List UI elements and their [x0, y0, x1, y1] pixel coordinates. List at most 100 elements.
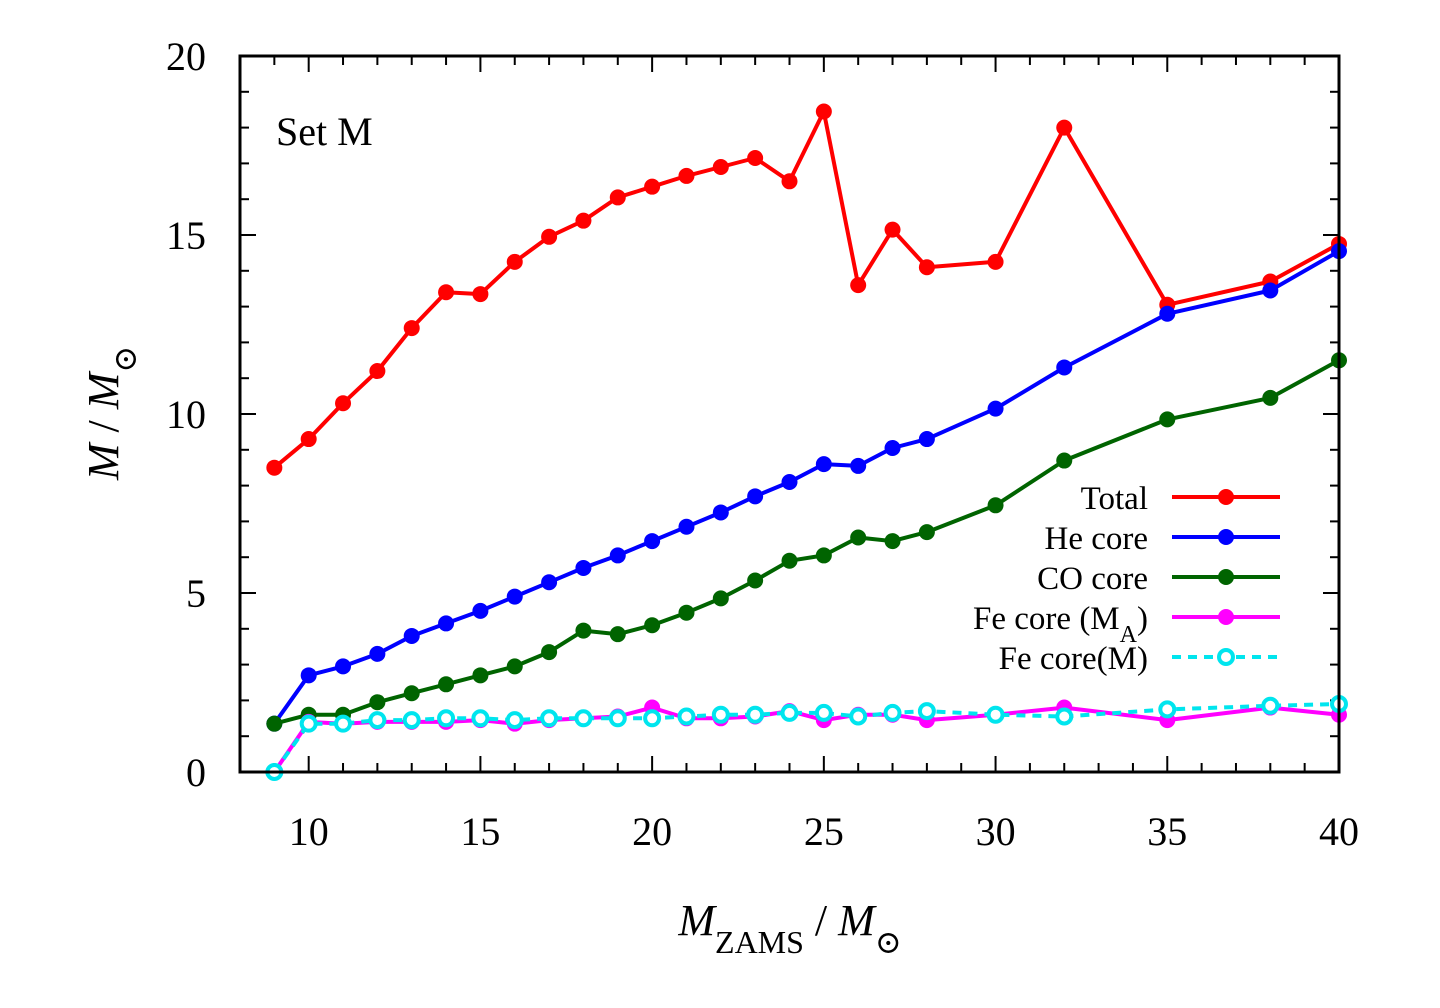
data-point	[747, 150, 764, 167]
series-layer	[265, 103, 1348, 781]
series-line	[273, 109, 1340, 470]
y-axis-title: M / M⊙	[79, 346, 143, 481]
data-point	[369, 363, 386, 380]
data-point	[506, 588, 523, 605]
data-point	[541, 644, 558, 661]
data-point	[369, 694, 386, 711]
data-point	[575, 212, 592, 229]
data-point	[815, 547, 832, 564]
legend-swatch-marker	[1218, 489, 1234, 505]
data-point	[781, 474, 798, 491]
data-point	[678, 518, 695, 535]
data-point	[334, 714, 353, 733]
axis-ticks	[239, 55, 1340, 773]
y-tick-label: 5	[186, 571, 206, 616]
data-point	[814, 703, 833, 722]
data-point	[712, 504, 729, 521]
data-point	[1158, 700, 1177, 719]
data-point	[472, 667, 489, 684]
legend-label-total: Total	[1081, 481, 1148, 517]
data-point	[299, 714, 318, 733]
data-point	[711, 705, 730, 724]
data-point	[884, 221, 901, 238]
data-point	[849, 707, 868, 726]
data-point	[644, 178, 661, 195]
legend-swatch-marker	[1217, 648, 1235, 666]
series-total	[266, 103, 1347, 476]
data-point	[1262, 389, 1279, 406]
data-point	[678, 604, 695, 621]
data-point	[986, 705, 1005, 724]
data-point	[541, 574, 558, 591]
data-point	[850, 277, 867, 294]
legend-entry-total: Total	[1081, 481, 1148, 517]
data-point	[472, 602, 489, 619]
x-tick-label: 25	[804, 809, 844, 854]
legend-label-fe-core-ma: Fe core (MA)	[973, 601, 1148, 648]
data-point	[608, 709, 627, 728]
data-point	[438, 284, 455, 301]
data-point	[815, 456, 832, 473]
data-point	[884, 533, 901, 550]
data-point	[609, 626, 626, 643]
data-point	[781, 552, 798, 569]
data-point	[1056, 119, 1073, 136]
legend-swatch-marker	[1218, 609, 1234, 625]
data-point	[850, 457, 867, 474]
series-he-core	[266, 243, 1347, 732]
data-point	[335, 658, 352, 675]
data-point	[850, 529, 867, 546]
series-fe-core-m	[265, 694, 1348, 781]
data-point	[266, 459, 283, 476]
data-point	[1056, 359, 1073, 376]
x-tick-label: 35	[1147, 809, 1187, 854]
data-point	[437, 709, 456, 728]
legend-label-co-core: CO core	[1037, 561, 1148, 597]
series-co-core	[266, 352, 1347, 732]
data-point	[609, 189, 626, 206]
x-tick-label: 10	[289, 809, 329, 854]
data-point	[815, 103, 832, 120]
data-point	[300, 431, 317, 448]
data-point	[644, 617, 661, 634]
legend-entry-fe-core-ma: Fe core (MA)	[973, 601, 1148, 648]
series-line	[272, 249, 1340, 725]
legend-label-he-core: He core	[1044, 521, 1148, 557]
data-point	[471, 709, 490, 728]
data-point	[369, 645, 386, 662]
data-point	[438, 615, 455, 632]
data-point	[883, 703, 902, 722]
data-point	[1056, 452, 1073, 469]
data-point	[506, 253, 523, 270]
data-point	[712, 158, 729, 175]
y-tick-label: 15	[166, 213, 206, 258]
tick-labels: 10 15 20 25 30 35 40 0 5 10 15 20	[166, 34, 1359, 854]
data-point	[643, 709, 662, 728]
annotation-label: Set M	[276, 109, 373, 154]
x-tick-label: 15	[460, 809, 500, 854]
data-point	[403, 320, 420, 337]
data-point	[987, 400, 1004, 417]
data-point	[1261, 696, 1280, 715]
data-point	[300, 667, 317, 684]
data-point	[575, 622, 592, 639]
y-tick-label: 10	[166, 392, 206, 437]
data-point	[747, 572, 764, 589]
data-point	[644, 533, 661, 550]
data-point	[1159, 305, 1176, 322]
data-point	[368, 711, 387, 730]
data-point	[438, 676, 455, 693]
legend-label-fe-core-m: Fe core(M)	[999, 641, 1148, 677]
legend-entry-fe-core-m: Fe core(M)	[999, 641, 1148, 677]
data-point	[987, 497, 1004, 514]
data-point	[1055, 707, 1074, 726]
plot-frame	[238, 54, 1341, 774]
data-point	[678, 167, 695, 184]
y-tick-label: 20	[166, 34, 206, 79]
data-point	[1262, 282, 1279, 299]
data-point	[746, 705, 765, 724]
data-point	[575, 559, 592, 576]
x-tick-label: 30	[976, 809, 1016, 854]
series-line	[273, 358, 1340, 726]
